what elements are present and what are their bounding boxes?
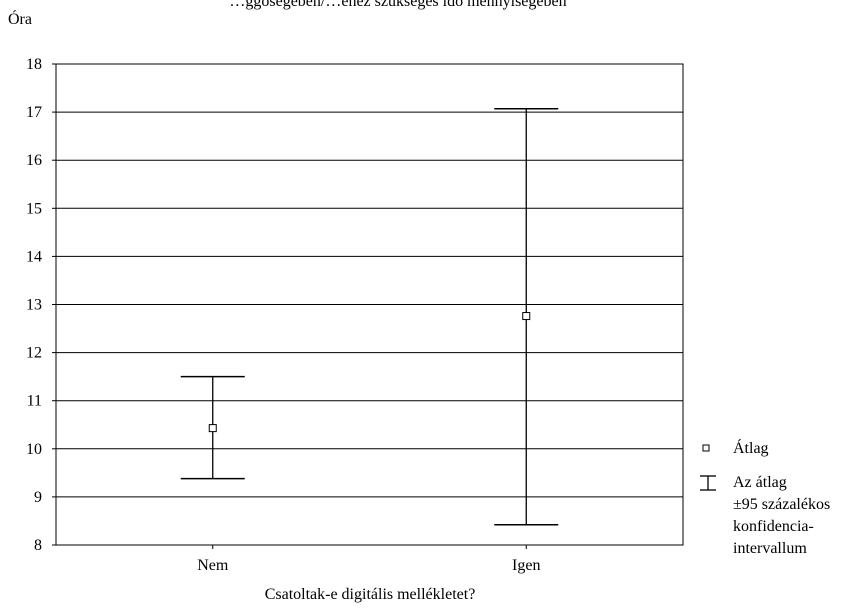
y-tick-label: 10 <box>26 441 42 458</box>
svg-text:Az átlag ±95 százalékos: Az átlag ±95 százalékos konfidencia- int… <box>733 474 834 557</box>
y-tick-label: 15 <box>26 200 42 217</box>
y-tick-label: 13 <box>26 297 42 314</box>
mean-marker <box>522 312 531 321</box>
legend-mean-label: Átlag <box>733 438 769 457</box>
legend-ci-label-line-4: intervallum <box>733 540 807 557</box>
x-tick-label: Igen <box>512 557 540 574</box>
y-axis-ticks: 8 9 10 11 12 13 14 15 16 17 18 <box>26 56 56 554</box>
y-tick-label: 11 <box>27 393 42 410</box>
x-axis-ticks: Nem Igen <box>197 545 540 574</box>
legend-ci-label-line-3: konfidencia- <box>733 518 814 535</box>
y-tick-label: 12 <box>26 345 42 362</box>
y-tick-label: 16 <box>26 152 42 169</box>
x-axis-label: Csatoltak-e digitális mellékletet? <box>265 586 476 603</box>
mean-marker <box>208 424 217 433</box>
legend: Átlag Az átlag ±95 százalékos konfidenci… <box>700 438 834 557</box>
legend-ci-marker <box>700 475 716 491</box>
chart-title: …ggőségében/…éhez szükséges idő mennyisé… <box>229 0 566 10</box>
legend-mean-marker <box>702 444 710 452</box>
y-tick-label: 8 <box>34 537 42 554</box>
plot-area-frame <box>55 63 684 546</box>
y-tick-label: 18 <box>26 56 42 73</box>
y-tick-label: 9 <box>34 489 42 506</box>
gridlines <box>56 111 683 498</box>
y-tick-label: 14 <box>26 248 42 265</box>
y-axis-label: Óra <box>8 9 32 28</box>
y-tick-label: 17 <box>26 104 42 121</box>
error-bars <box>180 107 559 526</box>
legend-ci-label-line-2: ±95 százalékos <box>733 496 830 513</box>
legend-ci-label-line-1: Az átlag <box>733 474 787 491</box>
x-tick-label: Nem <box>197 557 229 574</box>
